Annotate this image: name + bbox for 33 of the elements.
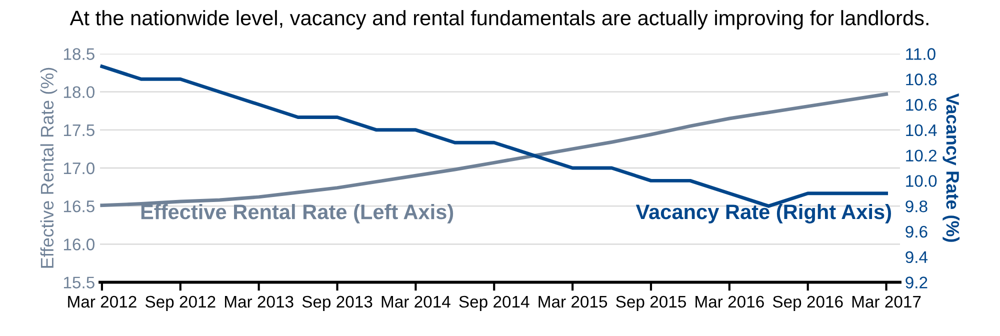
- y-tick-label: 17.0: [64, 162, 94, 174]
- x-tick-label: Mar 2013: [224, 296, 294, 308]
- y2-tick-label: 10.0: [906, 175, 937, 187]
- x-tick-label: Mar 2017: [852, 296, 921, 308]
- y2-tick-label: 9.4: [906, 251, 928, 264]
- y-tick-label: 16.0: [64, 238, 94, 250]
- x-tick-label: Mar 2015: [538, 296, 608, 308]
- series-label: Vacancy Rate (Right Axis): [636, 204, 891, 224]
- y2-tick-label: 10.4: [906, 124, 937, 136]
- y2-tick-label: 9.2: [906, 276, 928, 288]
- x-tick-label: Sep 2014: [459, 296, 530, 311]
- x-tick-label: Sep 2016: [772, 296, 843, 311]
- x-tick-label: Mar 2014: [382, 296, 450, 308]
- x-tick-label: Sep 2012: [145, 296, 216, 311]
- y2-tick-label: 10.6: [906, 98, 937, 111]
- y2-tick-label: 10.2: [906, 150, 936, 162]
- series-label: Effective Rental Rate (Left Axis): [141, 204, 454, 224]
- x-tick-label: Sep 2015: [616, 296, 686, 311]
- y2-tick-label: 9.8: [906, 200, 928, 212]
- chart-title: At the nationwide level, vacancy and rental fundamentals are actually improving for landlords.: [70, 10, 928, 30]
- y-tick-label: 16.5: [64, 200, 94, 212]
- y2-tick-label: 9.6: [906, 226, 928, 238]
- x-tick-label: Mar 2012: [68, 296, 136, 308]
- y-tick-label: 18.5: [64, 48, 94, 60]
- y-tick-label: 18.0: [64, 86, 94, 98]
- x-tick-label: Mar 2016: [696, 296, 764, 308]
- y2-tick-label: 10.8: [906, 74, 937, 86]
- y-tick-label: 17.5: [64, 124, 94, 136]
- y-axis-title: Effective Rental Rate (%): [40, 68, 58, 268]
- y2-tick-label: 11.0: [906, 48, 936, 60]
- x-tick-label: Sep 2013: [302, 296, 372, 311]
- y2-axis-title: Vacancy Rate (%): [942, 93, 960, 242]
- y-tick-label: 15.5: [64, 276, 94, 288]
